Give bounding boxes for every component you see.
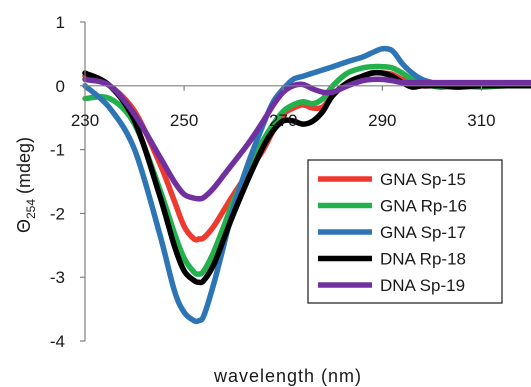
y-tick-label: 1 bbox=[56, 13, 65, 32]
legend-items: GNA Sp-15 GNA Rp-16 GNA Sp-17 DNA Rp-18 DNA … bbox=[318, 170, 467, 295]
x-tick-label: 250 bbox=[170, 111, 198, 130]
legend-label: GNA Sp-17 bbox=[380, 223, 466, 242]
series-line-5 bbox=[82, 76, 531, 202]
legend-label: DNA Rp-18 bbox=[380, 250, 466, 269]
legend-label: DNA Sp-19 bbox=[380, 276, 465, 295]
y-tick-marks bbox=[80, 21, 85, 342]
x-tick-marks bbox=[84, 85, 483, 91]
y-tick-label: -2 bbox=[50, 204, 65, 223]
x-tick-label: 270 bbox=[269, 111, 297, 130]
x-tick-label: 290 bbox=[368, 111, 396, 130]
y-tick-label: 0 bbox=[56, 77, 65, 96]
y-tick-labels: 1 0 -1 -2 -3 -4 bbox=[50, 13, 65, 351]
x-tick-label: 230 bbox=[71, 111, 99, 130]
y-tick-label: -3 bbox=[50, 268, 65, 287]
x-tick-label: 310 bbox=[467, 111, 495, 130]
legend-label: GNA Sp-15 bbox=[380, 170, 466, 189]
y-axis-title: Θ254 (mdeg) bbox=[14, 137, 38, 233]
legend-label: GNA Rp-16 bbox=[380, 197, 467, 216]
x-tick-labels: 230 250 270 290 310 bbox=[71, 111, 496, 130]
y-tick-label: -1 bbox=[50, 141, 65, 160]
y-tick-label: -4 bbox=[50, 332, 65, 351]
y-axis-title-subscript: 254 bbox=[24, 199, 38, 219]
y-axis-title-unit: (mdeg) bbox=[14, 137, 34, 199]
legend: GNA Sp-15 GNA Rp-16 GNA Sp-17 DNA Rp-18 DNA … bbox=[307, 159, 503, 304]
y-axis-title-main: Θ bbox=[14, 219, 34, 233]
x-axis-title: wavelength (nm) bbox=[213, 366, 362, 386]
